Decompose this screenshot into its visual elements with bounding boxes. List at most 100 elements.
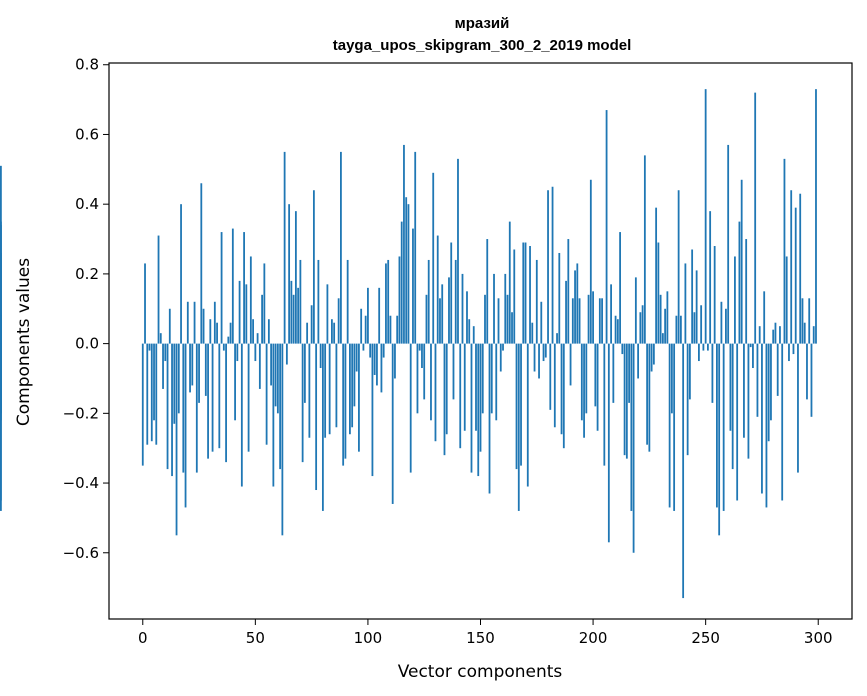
bar-90 xyxy=(344,343,347,459)
x-tick-label: 200 xyxy=(579,629,608,647)
bar-28 xyxy=(204,343,207,396)
bar-1 xyxy=(144,263,146,344)
bar-264 xyxy=(736,343,739,501)
bar-79 xyxy=(319,343,322,369)
bar-39 xyxy=(229,322,232,344)
bar-202 xyxy=(596,343,599,431)
bar-245 xyxy=(693,312,696,344)
bar-64 xyxy=(285,343,288,365)
bar-20 xyxy=(186,301,189,344)
bar-115 xyxy=(400,221,403,344)
bar-89 xyxy=(342,343,345,466)
bar-290 xyxy=(794,207,797,344)
bar-undefined xyxy=(0,225,2,344)
bar-266 xyxy=(740,179,743,344)
bar-27 xyxy=(202,308,205,344)
bar-224 xyxy=(646,343,649,445)
bar-49 xyxy=(252,319,254,344)
bar-46 xyxy=(245,284,248,344)
bar-95 xyxy=(355,343,358,372)
bar-204 xyxy=(601,298,603,344)
bar-124 xyxy=(421,343,423,369)
bar-135 xyxy=(445,343,448,435)
bar-280 xyxy=(772,329,775,344)
bar-181 xyxy=(549,343,552,410)
bar-194 xyxy=(578,298,581,344)
bar-259 xyxy=(725,308,727,344)
bar-221 xyxy=(639,312,642,344)
bar-170 xyxy=(524,242,527,344)
bar-189 xyxy=(567,239,570,344)
bar-133 xyxy=(441,284,444,344)
bar-122 xyxy=(416,343,419,414)
bar-188 xyxy=(565,280,567,344)
bar-41 xyxy=(234,343,236,421)
bar-101 xyxy=(369,343,372,358)
bar-80 xyxy=(321,343,324,511)
y-tick-label: 0.8 xyxy=(75,56,99,74)
bar-267 xyxy=(743,343,745,438)
bar-252 xyxy=(709,211,712,344)
bar-19 xyxy=(184,343,187,508)
bar-148 xyxy=(475,343,477,431)
bar-73 xyxy=(306,322,309,344)
bar-114 xyxy=(398,256,401,344)
bar-145 xyxy=(468,319,471,344)
bar-69 xyxy=(297,287,300,344)
bar-53 xyxy=(261,294,263,344)
bar-121 xyxy=(414,151,417,344)
bar-12 xyxy=(168,308,171,344)
bar-196 xyxy=(583,343,585,438)
y-axis: −0.6 −0.4 −0.2 0.0 0.2 0.4 0.6 0.8 xyxy=(63,56,109,562)
bar-210 xyxy=(614,315,617,344)
bar-230 xyxy=(659,294,662,344)
bar-139 xyxy=(454,259,457,344)
bar-128 xyxy=(430,343,432,421)
bar-81 xyxy=(324,343,327,438)
bar-166 xyxy=(515,343,518,470)
bar-228 xyxy=(655,207,658,344)
bar-178 xyxy=(542,343,545,362)
bar-257 xyxy=(720,301,723,344)
bar-146 xyxy=(470,343,473,473)
bar-158 xyxy=(497,298,500,344)
bar-151 xyxy=(481,343,484,414)
bar-240 xyxy=(682,343,685,599)
bar-7 xyxy=(157,235,160,344)
bar-127 xyxy=(427,259,430,344)
plot-frame xyxy=(108,62,853,620)
bar-155 xyxy=(490,343,493,414)
y-axis-label: Components values xyxy=(14,258,34,426)
bar-134 xyxy=(443,343,446,456)
bar-293 xyxy=(801,298,804,344)
bar-203 xyxy=(598,298,601,344)
bar-26 xyxy=(200,183,203,344)
bar-77 xyxy=(315,343,318,491)
bar-137 xyxy=(450,242,453,344)
bar-199 xyxy=(589,179,592,344)
bar-96 xyxy=(358,343,360,452)
bar-59 xyxy=(274,343,277,407)
bar-132 xyxy=(439,298,441,344)
bar-282 xyxy=(776,343,779,396)
bar-15 xyxy=(175,343,178,536)
bar-294 xyxy=(803,322,806,344)
bar-93 xyxy=(351,343,354,428)
bar-0 xyxy=(141,343,144,466)
bar-5 xyxy=(153,343,155,421)
bar-33 xyxy=(216,322,218,344)
bar-289 xyxy=(792,343,795,355)
bar-111 xyxy=(391,343,394,504)
bar-219 xyxy=(634,277,637,344)
bar-3 xyxy=(148,343,151,351)
bar-173 xyxy=(531,322,534,344)
bar-200 xyxy=(592,291,594,344)
bar-156 xyxy=(493,273,495,344)
bar-232 xyxy=(664,308,667,344)
bar-103 xyxy=(373,343,376,375)
bar-211 xyxy=(616,319,619,344)
y-tick-label: 0.6 xyxy=(75,125,99,143)
bar-99 xyxy=(364,315,367,344)
bar-2 xyxy=(146,343,149,445)
